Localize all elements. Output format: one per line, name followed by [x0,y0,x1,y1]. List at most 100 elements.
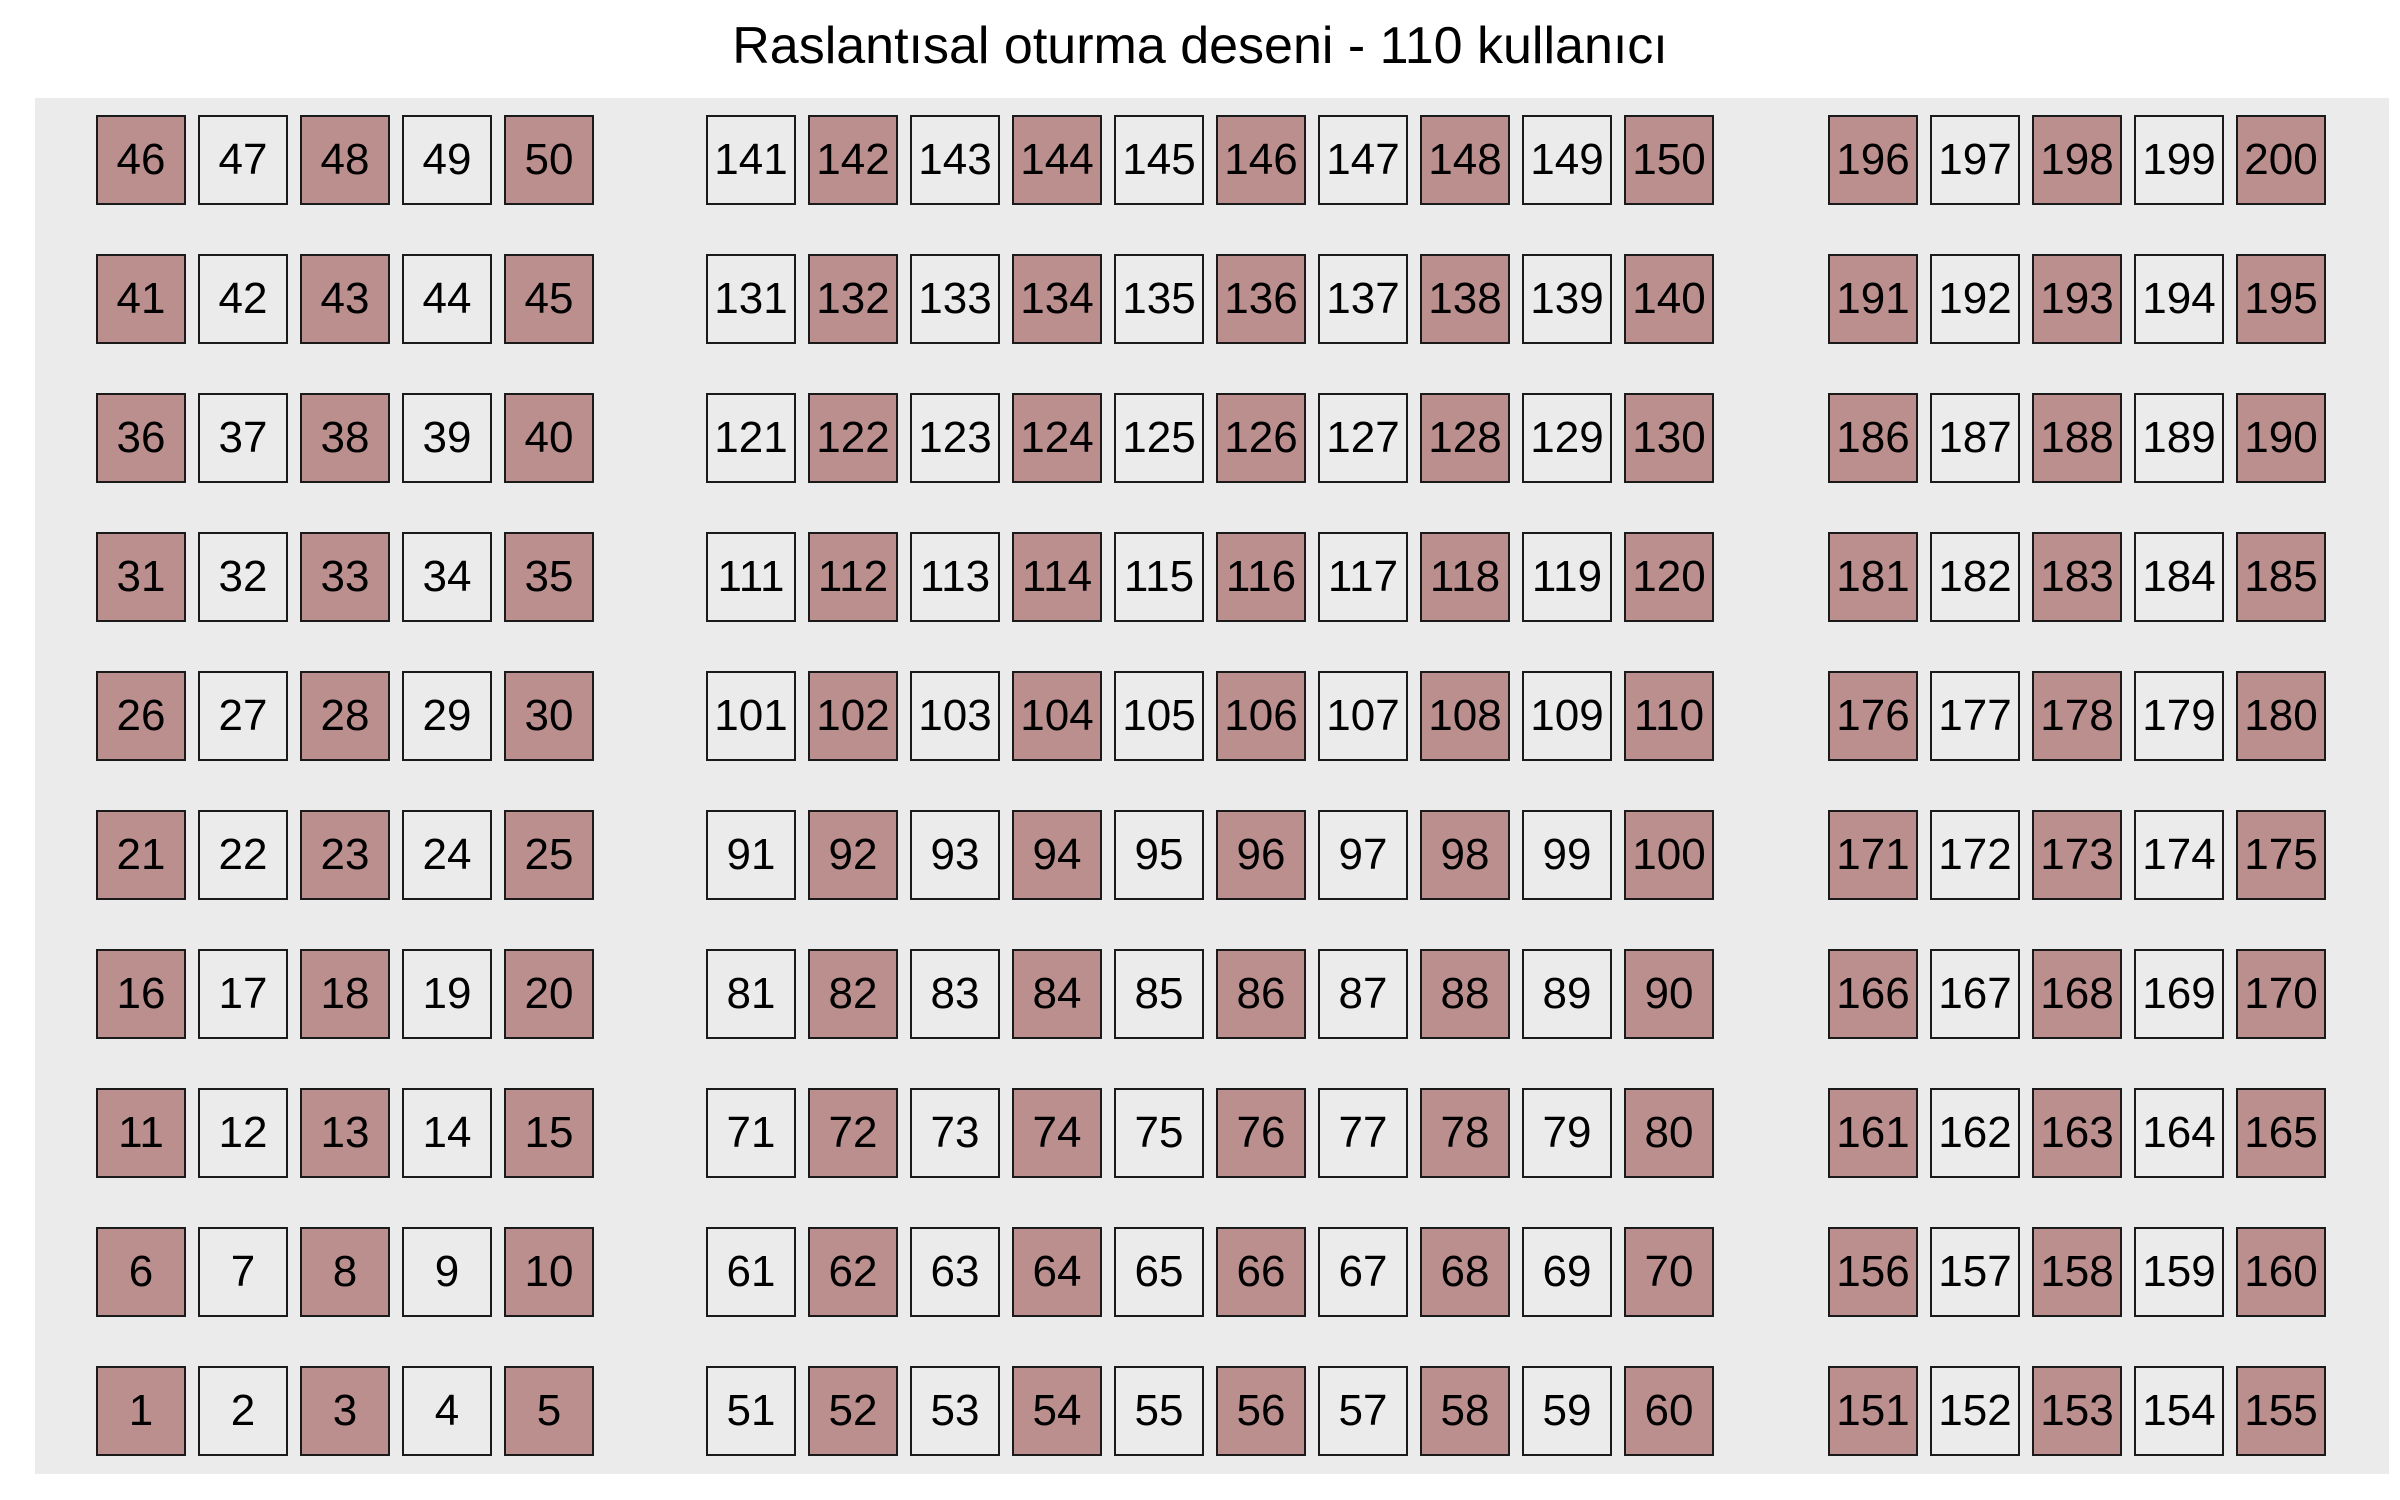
seat-89: 89 [1522,949,1612,1039]
seat-181: 181 [1828,532,1918,622]
seat-147: 147 [1318,115,1408,205]
seat-199: 199 [2134,115,2224,205]
seat-117: 117 [1318,532,1408,622]
seat-51: 51 [706,1366,796,1456]
seat-149: 149 [1522,115,1612,205]
seat-171: 171 [1828,810,1918,900]
seat-189: 189 [2134,393,2224,483]
seat-158: 158 [2032,1227,2122,1317]
seat-11: 11 [96,1088,186,1178]
seat-126: 126 [1216,393,1306,483]
seat-90: 90 [1624,949,1714,1039]
seat-173: 173 [2032,810,2122,900]
seat-19: 19 [402,949,492,1039]
seat-127: 127 [1318,393,1408,483]
seat-8: 8 [300,1227,390,1317]
seat-107: 107 [1318,671,1408,761]
seat-73: 73 [910,1088,1000,1178]
seat-65: 65 [1114,1227,1204,1317]
seat-187: 187 [1930,393,2020,483]
seat-46: 46 [96,115,186,205]
seat-33: 33 [300,532,390,622]
seat-92: 92 [808,810,898,900]
seat-29: 29 [402,671,492,761]
seat-141: 141 [706,115,796,205]
seat-161: 161 [1828,1088,1918,1178]
seat-121: 121 [706,393,796,483]
seat-186: 186 [1828,393,1918,483]
seat-69: 69 [1522,1227,1612,1317]
seat-60: 60 [1624,1366,1714,1456]
seat-17: 17 [198,949,288,1039]
seat-123: 123 [910,393,1000,483]
seat-160: 160 [2236,1227,2326,1317]
seat-9: 9 [402,1227,492,1317]
seat-43: 43 [300,254,390,344]
seat-62: 62 [808,1227,898,1317]
seat-40: 40 [504,393,594,483]
seat-76: 76 [1216,1088,1306,1178]
seat-164: 164 [2134,1088,2224,1178]
seat-154: 154 [2134,1366,2224,1456]
seat-32: 32 [198,532,288,622]
seat-66: 66 [1216,1227,1306,1317]
seat-182: 182 [1930,532,2020,622]
seat-166: 166 [1828,949,1918,1039]
seat-116: 116 [1216,532,1306,622]
seat-56: 56 [1216,1366,1306,1456]
seat-131: 131 [706,254,796,344]
seat-100: 100 [1624,810,1714,900]
seat-47: 47 [198,115,288,205]
seat-61: 61 [706,1227,796,1317]
seat-191: 191 [1828,254,1918,344]
seat-87: 87 [1318,949,1408,1039]
seat-139: 139 [1522,254,1612,344]
seat-23: 23 [300,810,390,900]
seat-108: 108 [1420,671,1510,761]
seat-30: 30 [504,671,594,761]
seat-195: 195 [2236,254,2326,344]
seat-14: 14 [402,1088,492,1178]
seat-15: 15 [504,1088,594,1178]
seat-85: 85 [1114,949,1204,1039]
seat-39: 39 [402,393,492,483]
seat-135: 135 [1114,254,1204,344]
seat-98: 98 [1420,810,1510,900]
seat-63: 63 [910,1227,1000,1317]
seat-82: 82 [808,949,898,1039]
seat-162: 162 [1930,1088,2020,1178]
seat-102: 102 [808,671,898,761]
seat-184: 184 [2134,532,2224,622]
seat-74: 74 [1012,1088,1102,1178]
seat-97: 97 [1318,810,1408,900]
seat-52: 52 [808,1366,898,1456]
seat-103: 103 [910,671,1000,761]
seat-196: 196 [1828,115,1918,205]
seat-1: 1 [96,1366,186,1456]
seat-138: 138 [1420,254,1510,344]
seat-78: 78 [1420,1088,1510,1178]
seat-118: 118 [1420,532,1510,622]
seat-180: 180 [2236,671,2326,761]
seat-153: 153 [2032,1366,2122,1456]
seat-34: 34 [402,532,492,622]
seat-83: 83 [910,949,1000,1039]
seat-101: 101 [706,671,796,761]
seat-12: 12 [198,1088,288,1178]
seat-95: 95 [1114,810,1204,900]
seat-197: 197 [1930,115,2020,205]
seat-18: 18 [300,949,390,1039]
seat-145: 145 [1114,115,1204,205]
seat-96: 96 [1216,810,1306,900]
seat-134: 134 [1012,254,1102,344]
seat-93: 93 [910,810,1000,900]
seat-31: 31 [96,532,186,622]
seat-146: 146 [1216,115,1306,205]
seat-133: 133 [910,254,1000,344]
seat-70: 70 [1624,1227,1714,1317]
seat-143: 143 [910,115,1000,205]
seat-4: 4 [402,1366,492,1456]
seat-13: 13 [300,1088,390,1178]
seat-190: 190 [2236,393,2326,483]
seat-48: 48 [300,115,390,205]
